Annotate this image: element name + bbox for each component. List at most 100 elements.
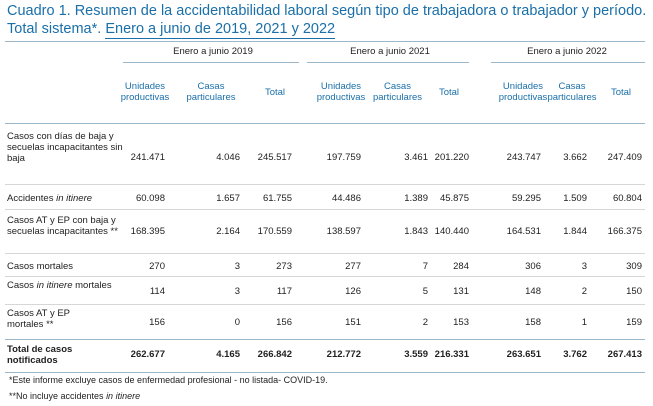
group-header-2022: Enero a junio 2022 <box>527 46 607 57</box>
table-cell: 61.755 <box>262 193 292 204</box>
table-cell: 151 <box>345 317 361 328</box>
table-cell: 166.375 <box>607 226 642 237</box>
table-cell: 277 <box>345 261 361 272</box>
table-cell: 2 <box>581 286 587 297</box>
table-cell: 201.220 <box>434 152 469 163</box>
table-cell: 273 <box>276 261 292 272</box>
table-cell: 1.389 <box>404 193 428 204</box>
table-cell: 140.440 <box>434 226 469 237</box>
table-cell: 1 <box>581 317 587 328</box>
table-cell: 131 <box>453 286 469 297</box>
row-label-in-itinere-mortales-pre: Casos <box>7 280 37 291</box>
total-cell: 4.165 <box>216 349 240 360</box>
table-cell: 247.409 <box>607 152 642 163</box>
header-divider <box>5 123 645 124</box>
total-cell: 266.842 <box>257 349 292 360</box>
footnote-2: **No incluye accidentes in itinere <box>9 391 140 401</box>
table-cell: 3 <box>581 261 587 272</box>
table-cell: 59.295 <box>511 193 541 204</box>
table-cell: 150 <box>626 286 642 297</box>
table-cell: 1.843 <box>404 226 428 237</box>
table-cell: 3 <box>234 261 240 272</box>
group-header-2021: Enero a junio 2021 <box>350 46 430 57</box>
table-cell: 309 <box>626 261 642 272</box>
table-cell: 241.471 <box>130 152 165 163</box>
footnote-2-em: in itinere <box>106 391 141 401</box>
table-cell: 114 <box>149 286 165 297</box>
table-cell: 306 <box>525 261 541 272</box>
table-cell: 3.662 <box>563 152 587 163</box>
col-header-total-2022: Total <box>610 87 632 98</box>
table-cell: 284 <box>453 261 469 272</box>
table-cell: 164.531 <box>506 226 541 237</box>
footnote-2-text: **No incluye accidentes <box>9 391 107 401</box>
row-label-in-itinere-text: Accidentes <box>7 193 57 204</box>
table-cell: 0 <box>234 317 240 328</box>
total-cell: 3.762 <box>563 349 587 360</box>
title-line-1: Cuadro 1. Resumen de la accidentabilidad… <box>7 3 647 19</box>
group-header-2019: Enero a junio 2019 <box>173 46 253 57</box>
total-cell: 263.651 <box>506 349 541 360</box>
row-label-in-itinere-em: in itinere <box>56 193 93 204</box>
title-line-2-period: Enero a junio de 2019, 2021 y 2022 <box>105 21 336 39</box>
table-cell: 197.759 <box>326 152 361 163</box>
table-cell: 1.509 <box>563 193 587 204</box>
row-label-casos-at-ep-baja: Casos AT y EP con baja y secuelas incapa… <box>7 215 118 237</box>
table-cell: 159 <box>626 317 642 328</box>
table-cell: 44.486 <box>331 193 361 204</box>
col-header-total-2019: Total <box>264 87 286 98</box>
table-cell: 243.747 <box>506 152 541 163</box>
table-cell: 60.804 <box>612 193 642 204</box>
row-label-total: Total de casos notificados <box>7 344 73 366</box>
table-cell: 126 <box>345 286 361 297</box>
row-divider <box>5 304 645 305</box>
row-label-casos-baja: Casos con días de baja y secuelas incapa… <box>7 131 123 164</box>
total-divider <box>5 339 645 340</box>
col-header-casas-2019: Casas particulares <box>186 81 236 103</box>
table-cell: 5 <box>422 286 428 297</box>
total-cell: 267.413 <box>607 349 642 360</box>
table-cell: 1.657 <box>216 193 240 204</box>
group-divider-2022 <box>491 62 645 63</box>
table-cell: 156 <box>276 317 292 328</box>
table-cell: 148 <box>525 286 541 297</box>
table-cell: 2.164 <box>216 226 240 237</box>
table-cell: 156 <box>149 317 165 328</box>
col-header-unidades-2022: Unidades productivas <box>498 81 548 103</box>
total-cell: 3.559 <box>404 349 428 360</box>
table-cell: 117 <box>276 286 292 297</box>
col-header-casas-2021: Casas particulares <box>372 81 423 103</box>
row-label-casos-at-ep-mortales: Casos AT y EP mortales ** <box>7 308 70 330</box>
table-cell: 1.844 <box>563 226 587 237</box>
table-cell: 270 <box>149 261 165 272</box>
row-label-in-itinere-mortales-em: in itinere <box>36 280 73 291</box>
row-divider <box>5 184 645 185</box>
table-cell: 245.517 <box>257 152 292 163</box>
table-cell: 153 <box>453 317 469 328</box>
title-line-2: Total sistema*. Enero a junio de 2019, 2… <box>7 20 653 39</box>
title-line-2-prefix: Total sistema*. <box>7 21 102 37</box>
table-cell: 4.046 <box>216 152 240 163</box>
table-cell: 168.395 <box>130 226 165 237</box>
table-cell: 2 <box>422 317 428 328</box>
table-cell: 45.875 <box>439 193 469 204</box>
total-cell: 216.331 <box>434 349 469 360</box>
col-header-unidades-2021: Unidades productivas <box>316 81 366 103</box>
row-label-casos-mortales: Casos mortales <box>7 261 73 272</box>
row-label-in-itinere: Accidentes in itinere <box>7 193 125 204</box>
col-header-total-2021: Total <box>438 87 460 98</box>
table-cell: 158 <box>525 317 541 328</box>
table-cell: 3 <box>234 286 240 297</box>
group-divider-2019 <box>123 62 299 63</box>
col-header-casas-2022: Casas particulares <box>547 81 597 103</box>
total-cell: 262.677 <box>130 349 165 360</box>
row-divider <box>5 253 645 254</box>
col-header-unidades-2019: Unidades productivas <box>120 81 170 103</box>
table-title: Cuadro 1. Resumen de la accidentabilidad… <box>7 2 653 39</box>
row-label-in-itinere-mortales: Casos in itinere mortales <box>7 280 125 291</box>
table-cell: 3.461 <box>404 152 428 163</box>
group-divider-2021 <box>307 62 469 63</box>
row-divider <box>5 209 645 210</box>
table-cell: 170.559 <box>257 226 292 237</box>
table-cell: 7 <box>422 261 428 272</box>
